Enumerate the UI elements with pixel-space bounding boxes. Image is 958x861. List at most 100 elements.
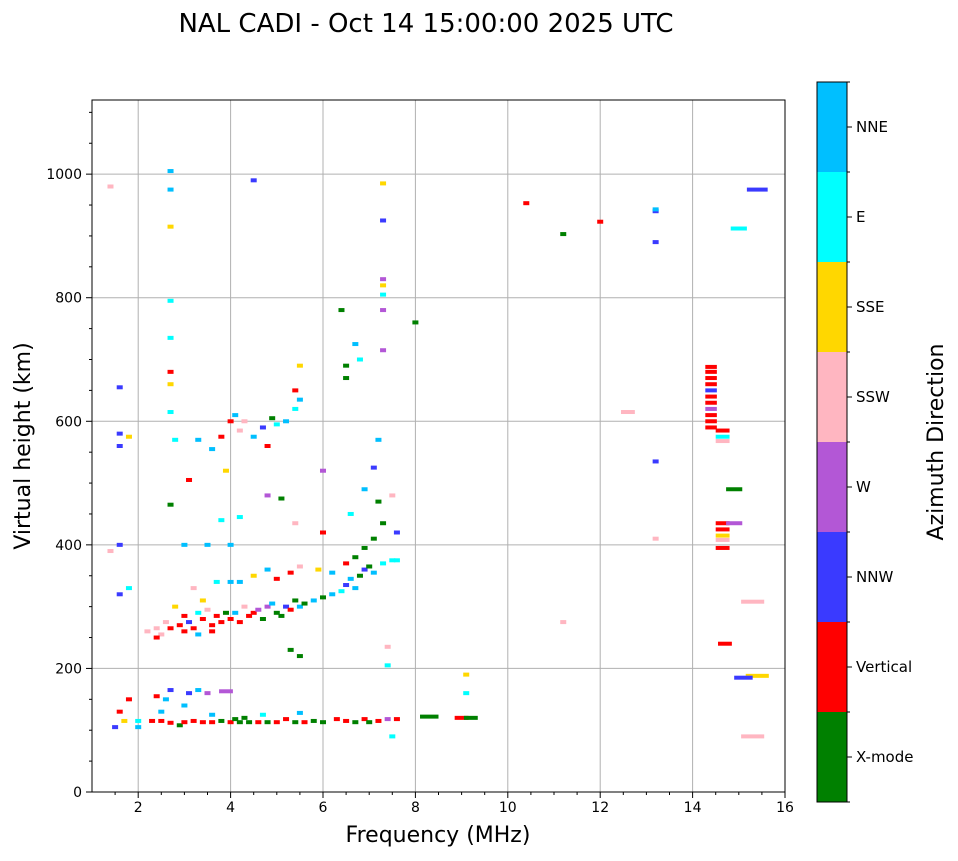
colorbar-label-sse: SSE <box>856 298 885 316</box>
data-point-nne <box>209 712 216 717</box>
colorbar-segment <box>817 262 847 352</box>
data-point-sse <box>121 718 128 723</box>
data-point-sse <box>172 604 179 609</box>
data-point-x-mode <box>273 610 280 615</box>
data-point-x-mode <box>338 308 345 313</box>
data-point-nnw <box>186 620 193 625</box>
data-point-nne <box>195 688 202 693</box>
data-point-vertical <box>705 425 717 430</box>
data-point-x-mode <box>259 617 266 621</box>
data-point-x-mode <box>310 718 317 723</box>
data-point-nnw <box>186 691 193 696</box>
data-point-vertical <box>705 394 717 399</box>
data-point-ssw <box>236 428 243 433</box>
data-point-nne <box>269 601 276 606</box>
data-point-nne <box>352 586 359 591</box>
data-point-vertical <box>283 717 290 722</box>
data-point-nne <box>283 419 290 424</box>
data-point-vertical <box>199 720 206 725</box>
data-point-e <box>338 589 345 594</box>
data-point-e <box>393 558 400 563</box>
colorbar: X-mode Vertical NNW W SSW SSE E NNE <box>816 81 913 803</box>
data-point-vertical <box>199 617 206 621</box>
data-point-nne <box>375 437 382 442</box>
data-point-x-mode <box>218 718 225 723</box>
data-point-e <box>213 579 220 584</box>
data-point-e <box>380 561 387 566</box>
colorbar-segment <box>817 352 847 442</box>
data-point-vertical <box>186 477 193 482</box>
data-point-ssw <box>715 439 730 444</box>
y-tick-label: 0 <box>73 785 82 801</box>
data-point-x-mode <box>319 595 327 600</box>
data-point-sse <box>296 363 303 368</box>
colorbar-label-nnw: NNW <box>856 568 893 586</box>
data-point-nnw <box>746 187 768 192</box>
data-point-nne <box>227 542 234 547</box>
data-point-vertical <box>292 388 299 393</box>
colorbar-label-nne: NNE <box>856 118 888 136</box>
y-tick-label: 200 <box>55 661 82 677</box>
data-point-x-mode <box>352 555 359 560</box>
data-point-nne <box>296 604 303 609</box>
data-point-e <box>463 691 470 696</box>
data-point-nne <box>232 413 239 418</box>
data-point-vertical <box>319 530 327 535</box>
x-tick-label: 2 <box>134 800 143 816</box>
data-point-nnw <box>283 604 290 609</box>
data-point-e <box>167 410 174 415</box>
data-point-vertical <box>181 629 188 634</box>
data-point-vertical <box>287 607 294 612</box>
data-point-sse <box>463 672 470 677</box>
data-point-e <box>347 511 354 516</box>
data-point-vertical <box>218 620 225 625</box>
data-point-x-mode <box>361 545 368 550</box>
data-point-sse <box>380 283 387 288</box>
data-point-x-mode <box>560 232 567 237</box>
data-point-vertical <box>454 715 469 720</box>
colorbar-segment <box>817 532 847 622</box>
data-point-vertical <box>209 623 216 628</box>
data-point-w <box>384 717 391 722</box>
data-point-vertical <box>361 717 368 722</box>
colorbar-label-w: W <box>856 478 871 496</box>
data-point-vertical <box>167 720 174 725</box>
data-point-e <box>195 610 202 615</box>
data-point-nnw <box>250 178 257 183</box>
data-point-nnw <box>652 459 659 464</box>
data-point-vertical <box>167 369 174 374</box>
data-point-ssw <box>741 734 765 739</box>
data-point-e <box>389 558 396 563</box>
data-point-nne <box>135 725 142 730</box>
data-point-nne <box>232 610 239 615</box>
data-point-x-mode <box>319 720 327 725</box>
data-point-x-mode <box>420 714 439 719</box>
data-point-nne <box>162 697 169 702</box>
data-point-vertical <box>301 720 308 725</box>
data-point-nne <box>370 570 377 575</box>
data-point-nne <box>296 397 303 402</box>
data-point-e <box>715 434 730 439</box>
x-tick-label: 12 <box>591 800 609 816</box>
data-point-x-mode <box>375 499 382 504</box>
data-point-x-mode <box>352 720 359 725</box>
data-point-w <box>264 604 271 609</box>
data-point-e <box>389 734 396 739</box>
data-point-e <box>236 515 243 520</box>
x-tick-label: 10 <box>499 800 517 816</box>
data-point-nnw <box>116 444 123 448</box>
data-point-ssw <box>389 493 396 498</box>
data-point-nne <box>652 207 659 212</box>
data-point-x-mode <box>301 601 308 606</box>
data-point-nne <box>361 487 368 492</box>
data-point-e <box>259 712 266 717</box>
data-point-x-mode <box>264 720 271 725</box>
colorbar-label-e: E <box>856 208 865 226</box>
data-point-vertical <box>718 641 732 646</box>
data-point-ssw <box>741 599 765 604</box>
data-point-ssw <box>153 626 160 631</box>
data-point-vertical <box>705 382 717 387</box>
y-axis-label: Virtual height (km) <box>11 342 36 549</box>
data-point-vertical <box>705 419 717 424</box>
